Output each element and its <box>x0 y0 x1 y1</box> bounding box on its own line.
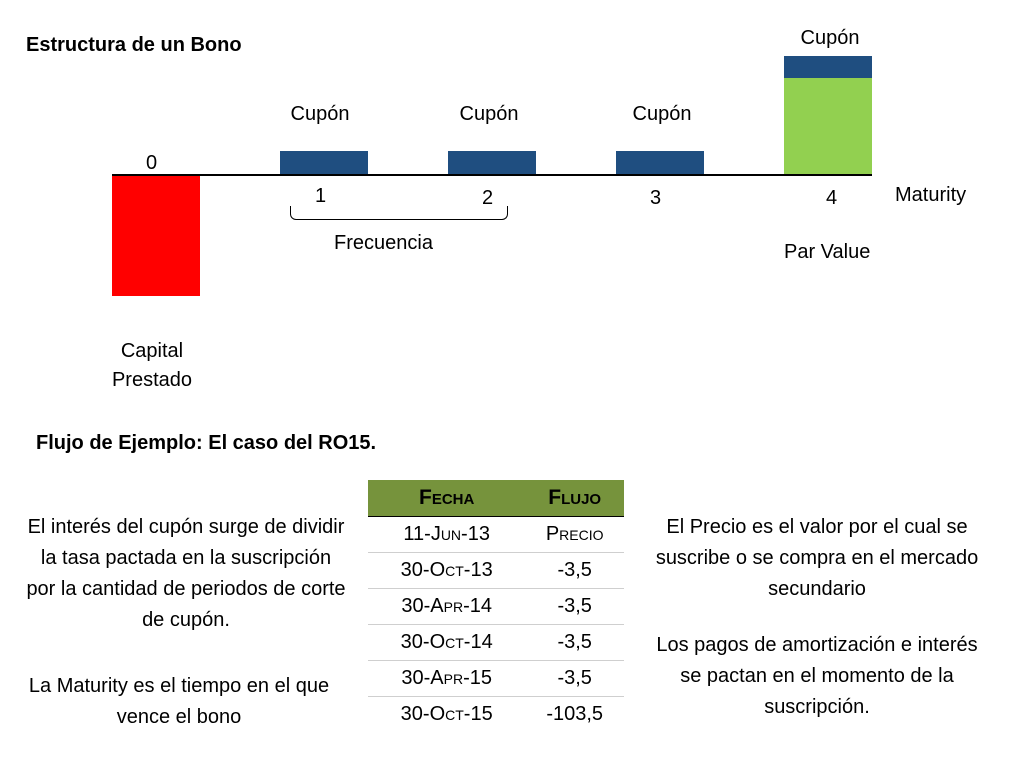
cell-date: 30-Apr-15 <box>368 660 526 697</box>
header-fecha: Fecha <box>368 480 526 517</box>
cash-flow-table: Fecha Flujo 11-Jun-13 Precio 30-Oct-13 -… <box>368 480 624 732</box>
capital-label-line1: Capital <box>120 340 184 362</box>
cell-date: 30-Apr-14 <box>368 588 526 625</box>
capital-label-line2: Prestado <box>111 369 193 391</box>
period-4-label: 4 <box>826 187 838 209</box>
coupon-bar-2 <box>448 151 536 174</box>
right-paragraph-2: Los pagos de amortización e interés se p… <box>656 634 978 718</box>
left-paragraph-1: El interés del cupón surge de dividir la… <box>26 516 346 631</box>
coupon-label-1: Cupón <box>290 103 350 125</box>
example-title: Flujo de Ejemplo: El caso del RO15. <box>36 432 377 454</box>
period-1-label: 1 <box>315 185 327 207</box>
capital-label: Capital Prestado <box>92 337 212 395</box>
cell-date: 30-Oct-14 <box>368 624 526 661</box>
cell-flow: -3,5 <box>525 588 624 625</box>
frequency-label: Frecuencia <box>334 232 433 254</box>
capital-bar <box>112 176 200 296</box>
left-paragraph-2: La Maturity es el tiempo en el que vence… <box>28 675 330 728</box>
table-row: 30-Apr-15 -3,5 <box>368 660 624 697</box>
cell-date: 30-Oct-13 <box>368 552 526 589</box>
period-2-label: 2 <box>482 187 494 209</box>
table-header-row: Fecha Flujo <box>368 480 624 517</box>
coupon-bar-3 <box>616 151 704 174</box>
coupon-label-2: Cupón <box>459 103 519 125</box>
header-flujo: Flujo <box>525 480 624 517</box>
right-paragraph-1: El Precio es el valor por el cual se sus… <box>655 516 979 600</box>
cell-date: 11-Jun-13 <box>368 516 526 553</box>
table-row: 30-Apr-14 -3,5 <box>368 588 624 625</box>
coupon-label-4: Cupón <box>800 27 860 49</box>
cell-date: 30-Oct-15 <box>368 696 526 732</box>
par-value-label: Par Value <box>784 241 871 263</box>
coupon-bar-4 <box>784 56 872 78</box>
cell-flow: -3,5 <box>525 552 624 589</box>
period-3-label: 3 <box>650 187 662 209</box>
table-row: 30-Oct-13 -3,5 <box>368 552 624 589</box>
par-value-bar <box>784 78 872 174</box>
maturity-label: Maturity <box>895 184 967 206</box>
cell-flow: -103,5 <box>525 696 624 732</box>
frequency-bracket <box>290 206 508 220</box>
table-row: 30-Oct-15 -103,5 <box>368 696 624 732</box>
period-0-label: 0 <box>146 152 158 174</box>
table-row: 30-Oct-14 -3,5 <box>368 624 624 661</box>
timeline-axis <box>112 174 872 176</box>
cell-flow: -3,5 <box>525 660 624 697</box>
page-title: Estructura de un Bono <box>26 34 242 56</box>
table-row: 11-Jun-13 Precio <box>368 516 624 553</box>
coupon-label-3: Cupón <box>632 103 692 125</box>
cell-flow: Precio <box>525 516 624 553</box>
coupon-bar-1 <box>280 151 368 174</box>
cell-flow: -3,5 <box>525 624 624 661</box>
